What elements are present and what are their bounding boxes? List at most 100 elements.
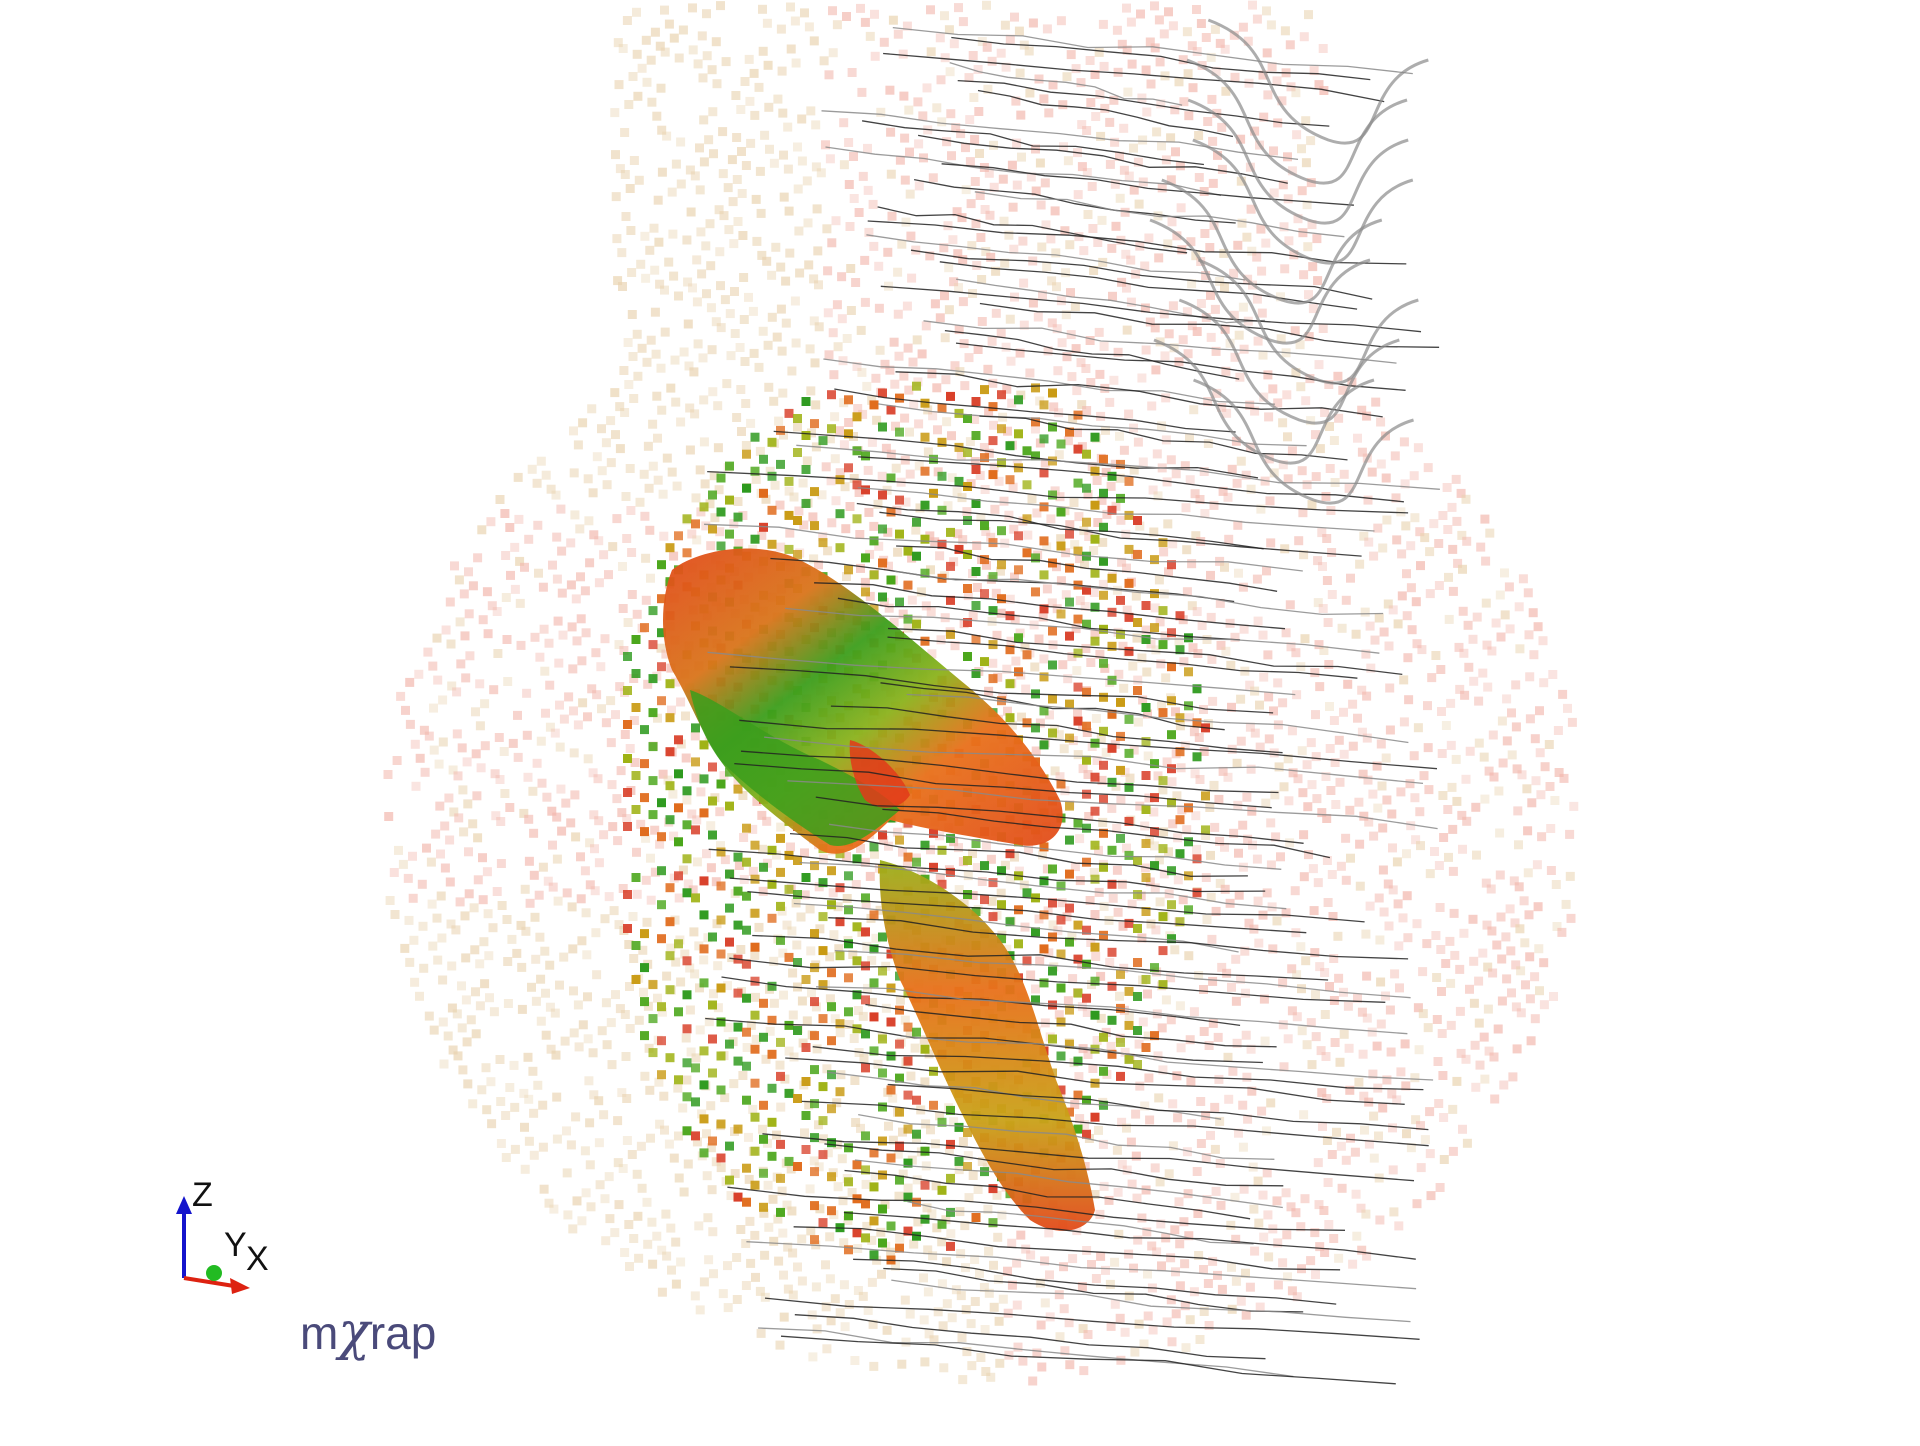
halo-block (1187, 601, 1197, 611)
halo-block (1175, 721, 1185, 731)
halo-block (1070, 1100, 1080, 1110)
grade-block (1099, 522, 1108, 532)
halo-block (807, 428, 816, 438)
halo-block (1293, 214, 1303, 224)
halo-block (991, 266, 1001, 276)
halo-block (1216, 640, 1226, 650)
halo-block (567, 902, 577, 912)
halo-block (419, 725, 429, 735)
halo-block (1104, 1195, 1114, 1205)
halo-block (513, 472, 523, 482)
halo-block (1095, 369, 1105, 379)
grade-block (640, 623, 649, 633)
grade-block (1031, 417, 1040, 427)
halo-block (1113, 1187, 1123, 1197)
halo-block (925, 531, 935, 541)
grade-block (912, 1129, 921, 1139)
halo-block (1376, 739, 1386, 749)
halo-block (1553, 726, 1563, 735)
halo-block (1012, 138, 1022, 148)
grade-block (1005, 679, 1015, 689)
halo-block (730, 1169, 740, 1178)
halo-block (1306, 738, 1316, 748)
halo-block (663, 775, 673, 785)
halo-block (628, 912, 638, 921)
halo-block (615, 682, 625, 692)
halo-block (870, 9, 879, 19)
grade-block (1090, 772, 1100, 782)
halo-block (591, 928, 601, 938)
halo-block (1210, 822, 1220, 832)
halo-block (807, 988, 816, 998)
drill-trace (880, 285, 1422, 333)
halo-block (1164, 847, 1173, 857)
halo-block (1492, 940, 1502, 950)
grade-block (937, 505, 947, 515)
halo-block (1278, 418, 1288, 428)
halo-block (1446, 1020, 1456, 1030)
grade-block (725, 461, 734, 471)
halo-block (572, 636, 582, 646)
grade-block (784, 544, 794, 554)
halo-block (436, 891, 446, 901)
halo-block (1194, 1251, 1204, 1260)
halo-block (1266, 20, 1276, 30)
grade-block (1175, 645, 1185, 655)
halo-block (1155, 897, 1165, 907)
halo-block (670, 355, 680, 365)
halo-block (779, 192, 789, 202)
halo-block (772, 332, 782, 342)
grade-block (623, 720, 632, 729)
halo-block (1042, 542, 1052, 552)
halo-block (652, 391, 662, 401)
halo-block (1062, 72, 1072, 82)
halo-block (1353, 433, 1362, 443)
grade-block (682, 1092, 692, 1102)
halo-block (536, 456, 546, 466)
halo-block (1459, 928, 1469, 938)
halo-block (566, 1140, 576, 1150)
halo-block (1164, 1169, 1174, 1179)
halo-block (1511, 1002, 1521, 1012)
halo-block (905, 1309, 915, 1319)
halo-block (1077, 400, 1087, 410)
grade-block (1167, 628, 1176, 638)
halo-block (671, 1237, 681, 1247)
halo-block (650, 27, 660, 37)
grade-block (1014, 667, 1023, 677)
halo-block (821, 1302, 831, 1312)
halo-block (1282, 1230, 1292, 1240)
halo-block (1255, 1302, 1265, 1312)
halo-block (674, 1173, 684, 1183)
halo-block (1113, 907, 1123, 917)
halo-block (566, 818, 576, 828)
halo-block (958, 1137, 968, 1147)
halo-block (601, 718, 611, 728)
halo-block (1239, 1184, 1249, 1194)
halo-block (1081, 644, 1091, 653)
drill-trace (729, 666, 1274, 714)
halo-block (1068, 974, 1078, 984)
grade-block (767, 505, 777, 515)
halo-block (1234, 848, 1243, 858)
grade-block (1133, 890, 1142, 899)
drill-trace (746, 1241, 1417, 1290)
halo-block (1231, 1234, 1241, 1244)
halo-block (1204, 1041, 1214, 1050)
halo-block (683, 277, 693, 287)
halo-block (1009, 244, 1019, 254)
halo-block (748, 1104, 758, 1114)
halo-block (1293, 774, 1303, 784)
halo-block (1192, 327, 1202, 336)
halo-block (1058, 660, 1068, 670)
halo-block (1525, 714, 1535, 724)
halo-block (1171, 469, 1181, 479)
halo-block (637, 343, 647, 353)
halo-block (788, 968, 798, 978)
halo-block (1163, 519, 1173, 529)
halo-block (741, 1281, 751, 1290)
halo-block (1402, 891, 1412, 901)
halo-block (1524, 910, 1534, 920)
